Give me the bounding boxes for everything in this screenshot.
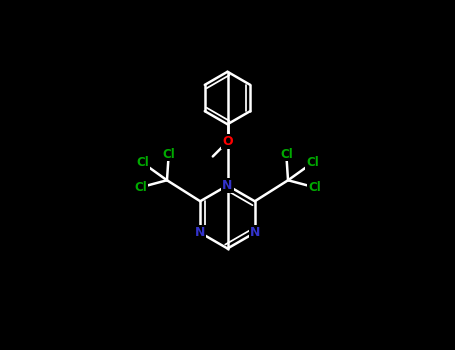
Text: Cl: Cl bbox=[162, 147, 175, 161]
Text: Cl: Cl bbox=[306, 156, 319, 169]
Text: O: O bbox=[222, 135, 233, 148]
Text: N: N bbox=[195, 226, 205, 239]
Text: N: N bbox=[250, 226, 260, 239]
Text: Cl: Cl bbox=[308, 181, 321, 194]
Text: Cl: Cl bbox=[280, 147, 293, 161]
Text: N: N bbox=[222, 179, 233, 192]
Text: Cl: Cl bbox=[136, 156, 149, 169]
Text: Cl: Cl bbox=[134, 181, 147, 194]
